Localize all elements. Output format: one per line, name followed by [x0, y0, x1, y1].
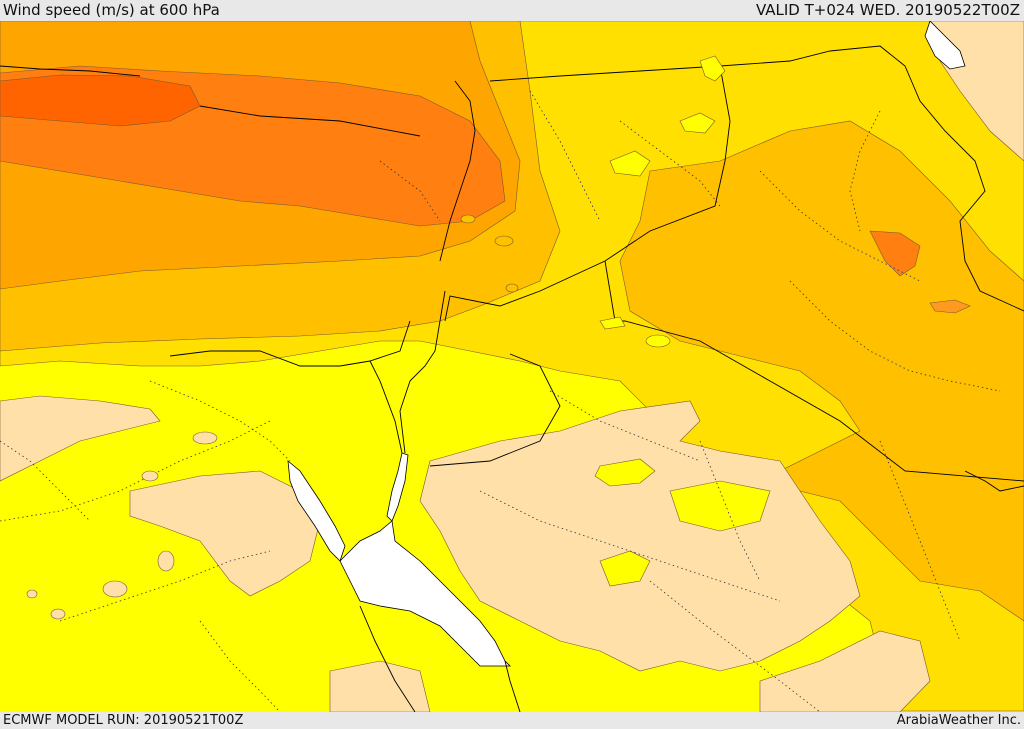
map-header: Wind speed (m/s) at 600 hPa VALID T+024 … — [0, 0, 1024, 21]
band-red-orange-small — [869, 230, 921, 277]
band-yellow-pocket-3 — [669, 480, 771, 532]
map-title: Wind speed (m/s) at 600 hPa — [3, 1, 220, 19]
amber-islands — [460, 214, 519, 293]
sea-caspian-edge — [924, 21, 966, 70]
band-yellow-pocket-1 — [594, 458, 656, 487]
band-yellow-pocket-2 — [599, 550, 651, 587]
sea-red-sea — [339, 520, 511, 667]
band-tan-arabia — [419, 400, 861, 672]
valid-time: VALID T+024 WED. 20190522T00Z — [755, 1, 1020, 19]
band-red-orange — [0, 74, 201, 127]
band-tan-sinai — [129, 470, 321, 597]
band-tan-se — [759, 630, 931, 712]
map-footer: ECMWF MODEL RUN: 20190521T00Z ArabiaWeat… — [0, 712, 1024, 729]
lakes-islands — [26, 431, 218, 620]
band-tan-south — [329, 660, 431, 712]
band-orange-spot — [929, 299, 971, 314]
band-amber-east — [619, 120, 1024, 622]
band-tan-west — [0, 395, 161, 482]
wind-speed-map — [0, 21, 1024, 712]
yellow-islands — [599, 55, 726, 348]
credit: ArabiaWeather Inc. — [896, 713, 1021, 728]
model-run: ECMWF MODEL RUN: 20190521T00Z — [3, 713, 244, 728]
